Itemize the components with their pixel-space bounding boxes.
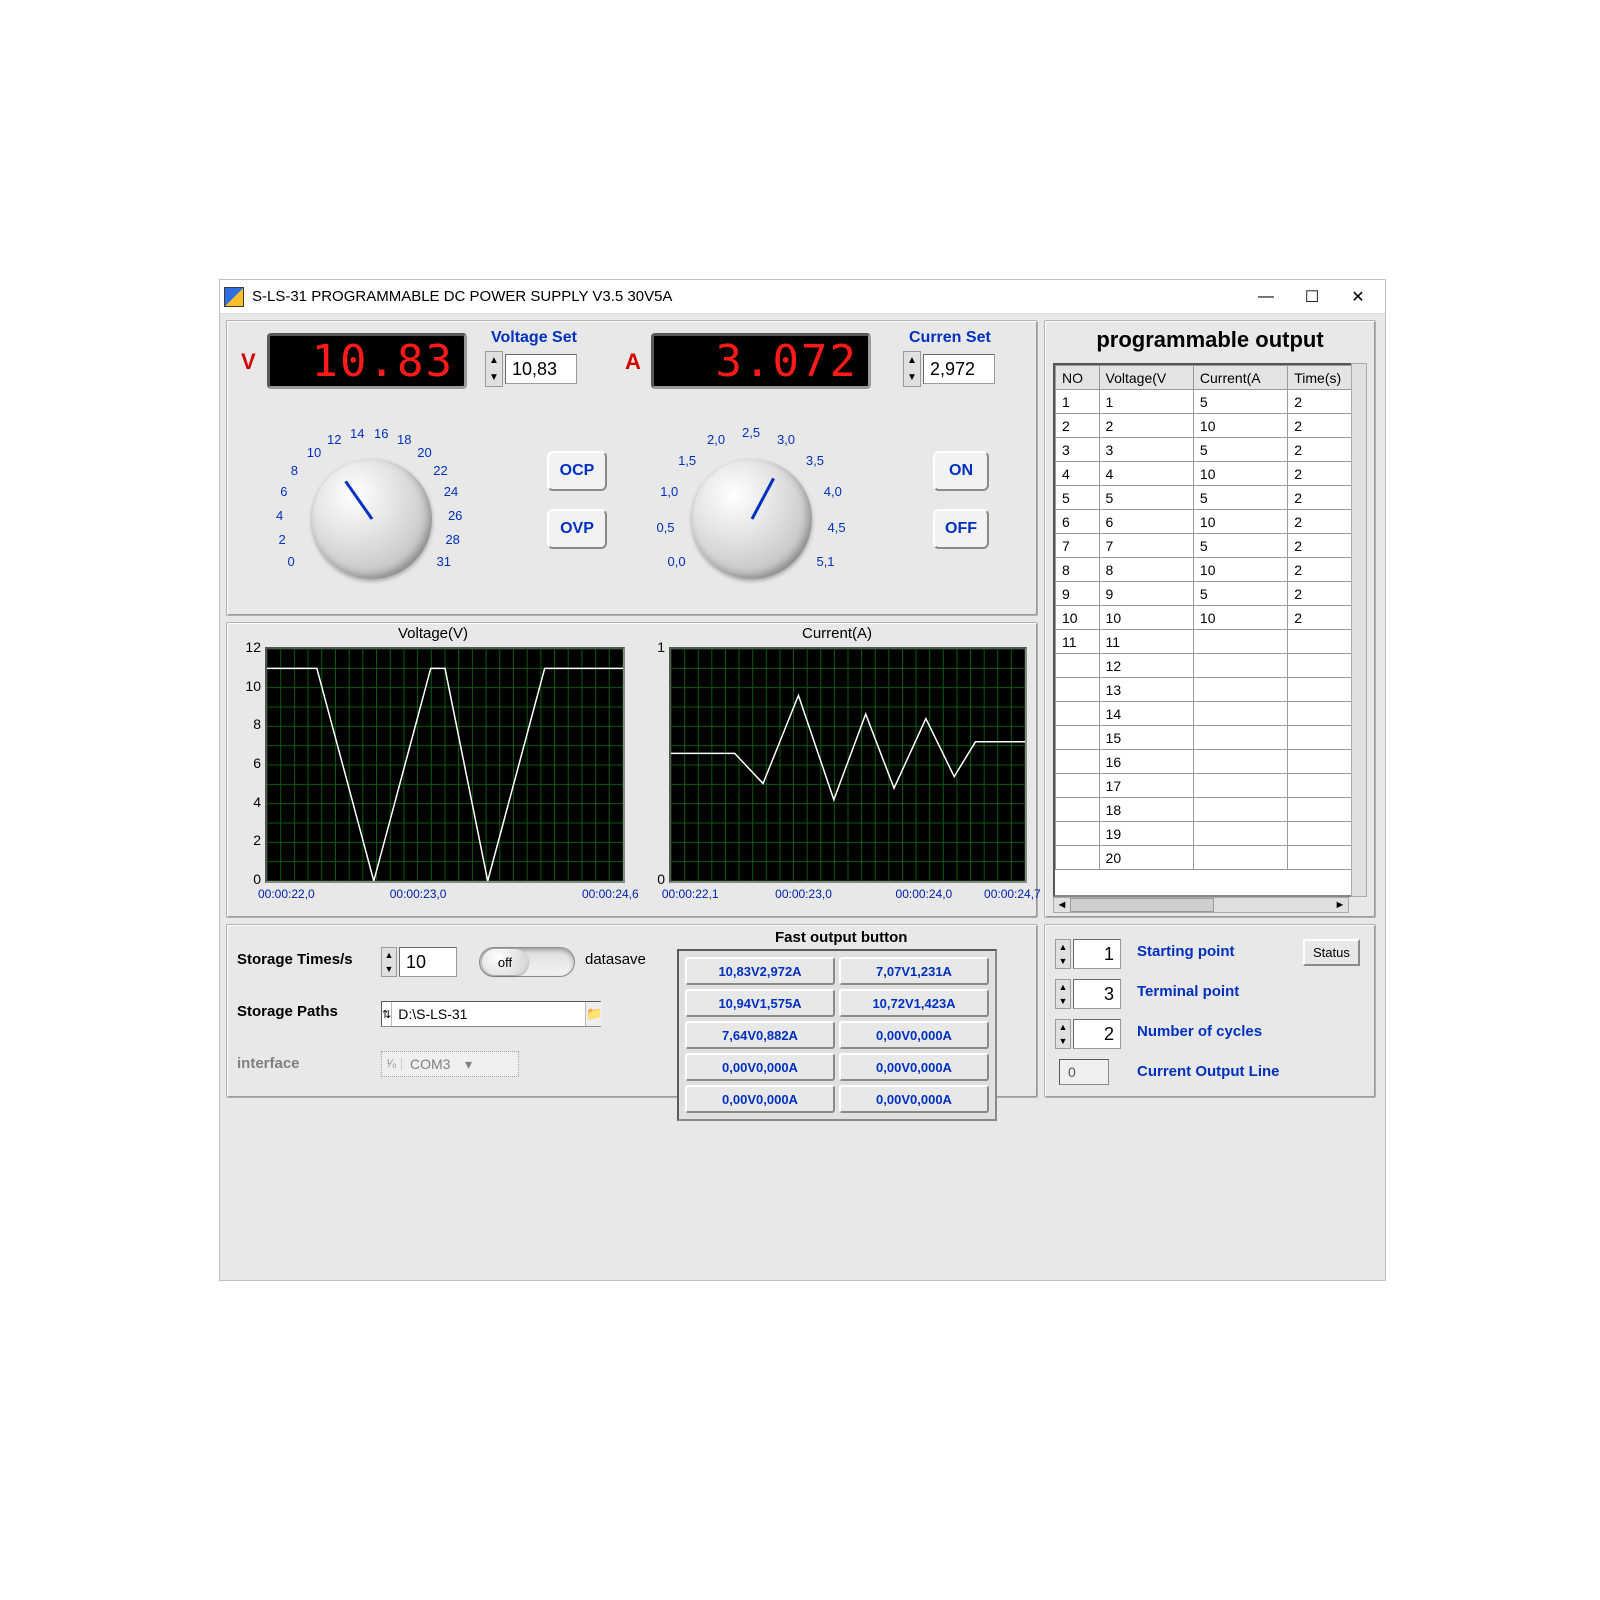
- table-hscroll[interactable]: ◄►: [1053, 897, 1349, 913]
- titlebar: S-LS-31 PROGRAMMABLE DC POWER SUPPLY V3.…: [220, 280, 1385, 314]
- current-output-line-value: 0: [1059, 1059, 1109, 1085]
- table-row[interactable]: 20: [1056, 846, 1365, 870]
- fast-output-button[interactable]: 7,07V1,231A: [839, 957, 989, 985]
- table-row[interactable]: 88102: [1056, 558, 1365, 582]
- voltage-knob-wrap: 024681012141618202224262831: [267, 421, 477, 611]
- datasave-toggle[interactable]: off: [479, 947, 575, 977]
- current-set-field[interactable]: [923, 354, 995, 384]
- terminal-point-input[interactable]: ▲▼: [1055, 979, 1121, 1009]
- on-button[interactable]: ON: [933, 451, 989, 491]
- starting-point-label: Starting point: [1137, 943, 1235, 960]
- browse-icon[interactable]: 📁: [585, 1002, 602, 1026]
- table-row[interactable]: 19: [1056, 822, 1365, 846]
- current-chart: [669, 647, 1027, 883]
- fast-output-button[interactable]: 7,64V0,882A: [685, 1021, 835, 1049]
- current-output-line-label: Current Output Line: [1137, 1063, 1280, 1080]
- cycles-input[interactable]: ▲▼: [1055, 1019, 1121, 1049]
- current-tag: A: [625, 349, 641, 375]
- table-row[interactable]: 1111: [1056, 630, 1365, 654]
- table-row[interactable]: 5552: [1056, 486, 1365, 510]
- programmable-table-wrap: NOVoltage(VCurrent(ATime(s)1152221023352…: [1053, 363, 1367, 897]
- table-row[interactable]: 13: [1056, 678, 1365, 702]
- interface-combo[interactable]: ¹∕₀ COM3 ▾: [381, 1051, 519, 1077]
- ocp-button[interactable]: OCP: [547, 451, 607, 491]
- path-prefix-icon: ⇅: [382, 1002, 392, 1026]
- fast-output-button[interactable]: 10,94V1,575A: [685, 989, 835, 1017]
- current-chart-title: Current(A): [641, 625, 1033, 642]
- table-row[interactable]: 12: [1056, 654, 1365, 678]
- fast-output-button[interactable]: 0,00V0,000A: [839, 1085, 989, 1113]
- current-knob[interactable]: [692, 459, 812, 579]
- minimize-button[interactable]: —: [1243, 282, 1289, 312]
- voltage-tag: V: [241, 349, 256, 375]
- off-button[interactable]: OFF: [933, 509, 989, 549]
- table-row[interactable]: 14: [1056, 702, 1365, 726]
- storage-times-label: Storage Times/s: [237, 951, 353, 968]
- table-row[interactable]: 17: [1056, 774, 1365, 798]
- current-set-input[interactable]: ▲▼: [903, 351, 995, 387]
- close-button[interactable]: ✕: [1335, 282, 1381, 312]
- table-row[interactable]: 16: [1056, 750, 1365, 774]
- fast-output-button[interactable]: 0,00V0,000A: [839, 1053, 989, 1081]
- datasave-label: datasave: [585, 951, 646, 968]
- interface-label: interface: [237, 1055, 300, 1072]
- cycles-label: Number of cycles: [1137, 1023, 1262, 1040]
- fast-output-grid: 10,83V2,972A7,07V1,231A10,94V1,575A10,72…: [677, 949, 997, 1121]
- programmable-panel: programmable output NOVoltage(VCurrent(A…: [1044, 320, 1376, 918]
- fast-output-button[interactable]: 0,00V0,000A: [685, 1053, 835, 1081]
- chart-panel: Voltage(V) 024681012 00:00:22,000:00:23,…: [226, 622, 1038, 918]
- voltage-knob[interactable]: [312, 459, 432, 579]
- table-row[interactable]: 7752: [1056, 534, 1365, 558]
- chevron-down-icon: ▾: [458, 1056, 478, 1073]
- current-knob-wrap: 0,00,51,01,52,02,53,03,54,04,55,1: [647, 421, 857, 611]
- current-lcd: 3.072: [651, 333, 871, 389]
- status-button[interactable]: Status: [1303, 939, 1360, 966]
- fast-output-button[interactable]: 0,00V0,000A: [685, 1085, 835, 1113]
- app-icon: [224, 287, 244, 307]
- programmable-title: programmable output: [1045, 327, 1375, 353]
- voltage-set-label: Voltage Set: [491, 329, 577, 347]
- table-row[interactable]: 9952: [1056, 582, 1365, 606]
- table-row[interactable]: 22102: [1056, 414, 1365, 438]
- voltage-set-field[interactable]: [505, 354, 577, 384]
- bottom-panel: Storage Times/s ▲▼ off datasave Storage …: [226, 924, 1038, 1098]
- storage-path-input[interactable]: ⇅ 📁: [381, 1001, 601, 1027]
- table-row[interactable]: 44102: [1056, 462, 1365, 486]
- fast-output-title: Fast output button: [775, 929, 907, 946]
- storage-paths-label: Storage Paths: [237, 1003, 338, 1020]
- fast-output-button[interactable]: 0,00V0,000A: [839, 1021, 989, 1049]
- voltage-chart: [265, 647, 625, 883]
- table-row[interactable]: 1010102: [1056, 606, 1365, 630]
- storage-times-input[interactable]: ▲▼: [381, 947, 457, 977]
- instrument-panel: V 10.83 Voltage Set ▲▼ A 3.072 Curren Se…: [226, 320, 1038, 616]
- ovp-button[interactable]: OVP: [547, 509, 607, 549]
- table-row[interactable]: 1152: [1056, 390, 1365, 414]
- programmable-table[interactable]: NOVoltage(VCurrent(ATime(s)1152221023352…: [1055, 365, 1365, 870]
- fast-output-button[interactable]: 10,83V2,972A: [685, 957, 835, 985]
- table-vscroll[interactable]: [1351, 363, 1367, 897]
- app-window: S-LS-31 PROGRAMMABLE DC POWER SUPPLY V3.…: [220, 280, 1385, 1280]
- voltage-set-input[interactable]: ▲▼: [485, 351, 577, 387]
- maximize-button[interactable]: ☐: [1289, 282, 1335, 312]
- current-set-label: Curren Set: [909, 329, 991, 347]
- voltage-chart-title: Voltage(V): [233, 625, 633, 642]
- table-row[interactable]: 18: [1056, 798, 1365, 822]
- window-title: S-LS-31 PROGRAMMABLE DC POWER SUPPLY V3.…: [252, 288, 1243, 305]
- voltage-lcd: 10.83: [267, 333, 467, 389]
- table-row[interactable]: 3352: [1056, 438, 1365, 462]
- table-row[interactable]: 66102: [1056, 510, 1365, 534]
- settings-panel: ▲▼ Starting point Status ▲▼ Terminal poi…: [1044, 924, 1376, 1098]
- table-row[interactable]: 15: [1056, 726, 1365, 750]
- starting-point-input[interactable]: ▲▼: [1055, 939, 1121, 969]
- fast-output-button[interactable]: 10,72V1,423A: [839, 989, 989, 1017]
- terminal-point-label: Terminal point: [1137, 983, 1239, 1000]
